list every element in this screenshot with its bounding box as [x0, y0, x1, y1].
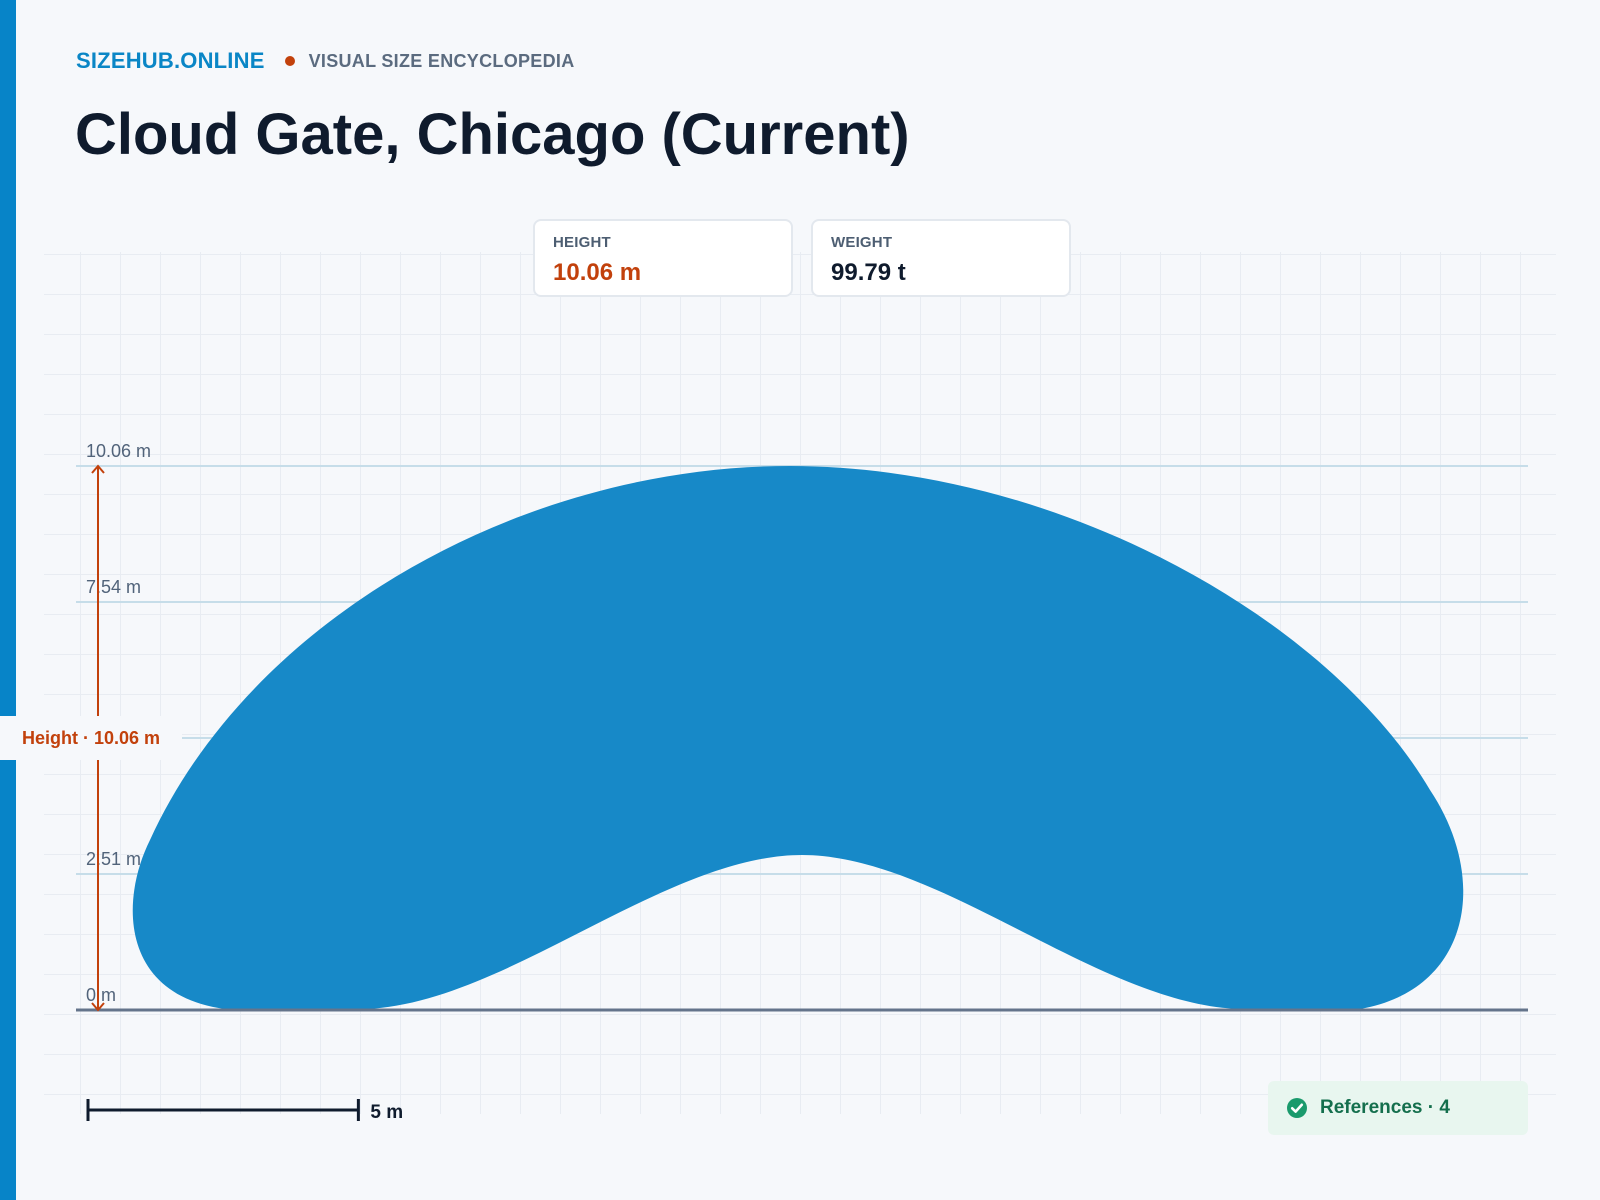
level-label: 7.54 m: [86, 577, 141, 597]
height-stat-label: HEIGHT: [553, 234, 611, 251]
site-tagline: VISUAL SIZE ENCYCLOPEDIA: [308, 50, 575, 71]
level-label: 2.51 m: [86, 849, 141, 869]
level-label: 10.06 m: [86, 441, 151, 461]
weight-stat-value: 99.79 t: [831, 259, 906, 286]
site-brand[interactable]: SIZEHUB.ONLINE: [76, 48, 265, 73]
height-badge: Height · 10.06 m: [0, 716, 182, 760]
page-title: Cloud Gate, Chicago (Current): [75, 102, 910, 167]
cloud-gate-silhouette: [132, 466, 1464, 1009]
accent-bar: [0, 0, 16, 1200]
check-circle-icon: [1287, 1098, 1307, 1118]
height-stat-value: 10.06 m: [553, 259, 642, 286]
weight-stat-label: WEIGHT: [831, 234, 893, 251]
level-label: 0 m: [86, 985, 116, 1005]
scale-bar-label: 5 m: [370, 1102, 403, 1123]
references-button[interactable]: References · 4: [1268, 1081, 1528, 1135]
height-stat-card: HEIGHT 10.06 m: [533, 219, 793, 297]
references-label: References · 4: [1320, 1097, 1450, 1118]
site-header: SIZEHUB.ONLINE VISUAL SIZE ENCYCLOPEDIA: [76, 46, 575, 76]
scale-bar: 5 m: [86, 1099, 403, 1123]
level-labels: 0 m 2.51 m 7.54 m 10.06 m: [86, 441, 151, 1005]
separator-dot: [284, 56, 295, 66]
weight-stat-card: WEIGHT 99.79 t: [811, 219, 1071, 297]
